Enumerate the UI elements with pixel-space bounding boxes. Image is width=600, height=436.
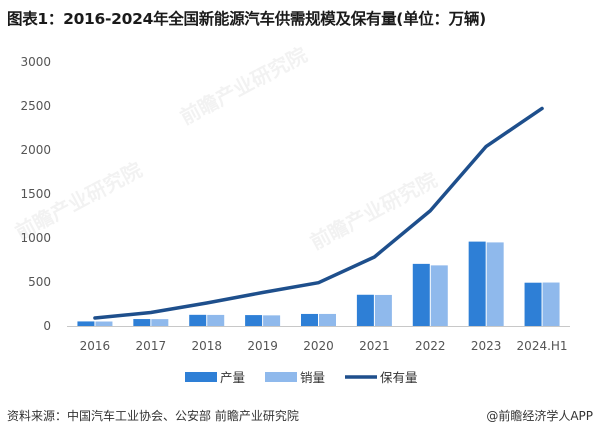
bar-sales-2023	[486, 242, 504, 326]
bar-sales-2017	[151, 319, 169, 326]
line-layer	[93, 106, 544, 320]
x-tick-label: 2020	[303, 339, 334, 353]
y-tick-label: 2000	[20, 143, 51, 157]
watermark-text: 前瞻产业研究院	[306, 167, 441, 254]
bar-production-2021	[356, 294, 374, 326]
x-tick-label: 2024.H1	[517, 339, 568, 353]
legend-label-production: 产量	[220, 370, 245, 385]
x-tick-label: 2016	[80, 339, 111, 353]
bar-sales-2020	[319, 313, 336, 326]
y-tick-label: 2500	[20, 99, 51, 113]
y-tick-label: 1000	[20, 231, 51, 245]
chart-title: 图表1：2016-2024年全国新能源汽车供需规模及保有量(单位：万辆)	[7, 10, 486, 28]
bar-production-2018	[189, 314, 207, 326]
bar-sales-2022	[430, 265, 448, 326]
x-tick-label: 2018	[191, 339, 222, 353]
y-tick-label: 3000	[20, 55, 51, 69]
bar-production-2017	[133, 319, 151, 326]
legend-label-ownership: 保有量	[380, 370, 418, 385]
watermark-text: 前瞻产业研究院	[176, 42, 311, 129]
source-note: 资料来源：中国汽车工业协会、公安部 前瞻产业研究院	[7, 409, 299, 423]
legend: 产量 销量 保有量	[185, 370, 418, 385]
brand-credit: @前瞻经济学人APP	[486, 409, 593, 423]
legend-swatch-production	[185, 372, 217, 382]
bar-sales-2019	[263, 315, 281, 326]
bar-production-2019	[245, 315, 263, 326]
bars-layer	[77, 241, 560, 326]
y-tick-label: 500	[28, 275, 51, 289]
bar-production-2020	[301, 313, 318, 326]
bar-production-2016	[77, 321, 95, 326]
y-tick-label: 1500	[20, 187, 51, 201]
bar-sales-2024.H1	[542, 282, 560, 326]
x-tick-label: 2022	[415, 339, 446, 353]
x-tick-label: 2017	[136, 339, 167, 353]
y-axis: 0 500 1000 1500 2000 2500 3000	[20, 55, 51, 333]
bar-production-2023	[468, 241, 486, 326]
legend-swatch-sales	[265, 372, 297, 382]
y-tick-label: 0	[43, 319, 51, 333]
bar-sales-2018	[207, 314, 225, 326]
footer: 资料来源：中国汽车工业协会、公安部 前瞻产业研究院 @前瞻经济学人APP	[7, 407, 597, 425]
bar-sales-2021	[374, 294, 392, 326]
bar-production-2022	[412, 263, 430, 326]
legend-label-sales: 销量	[300, 370, 325, 385]
x-axis: 2016 2017 2018 2019 2020 2021 2022 2023 2024.H1	[67, 326, 570, 353]
bar-sales-2016	[95, 321, 113, 326]
x-tick-label: 2019	[247, 339, 278, 353]
x-tick-label: 2023	[471, 339, 502, 353]
bar-production-2024.H1	[524, 282, 542, 326]
x-tick-label: 2021	[359, 339, 390, 353]
